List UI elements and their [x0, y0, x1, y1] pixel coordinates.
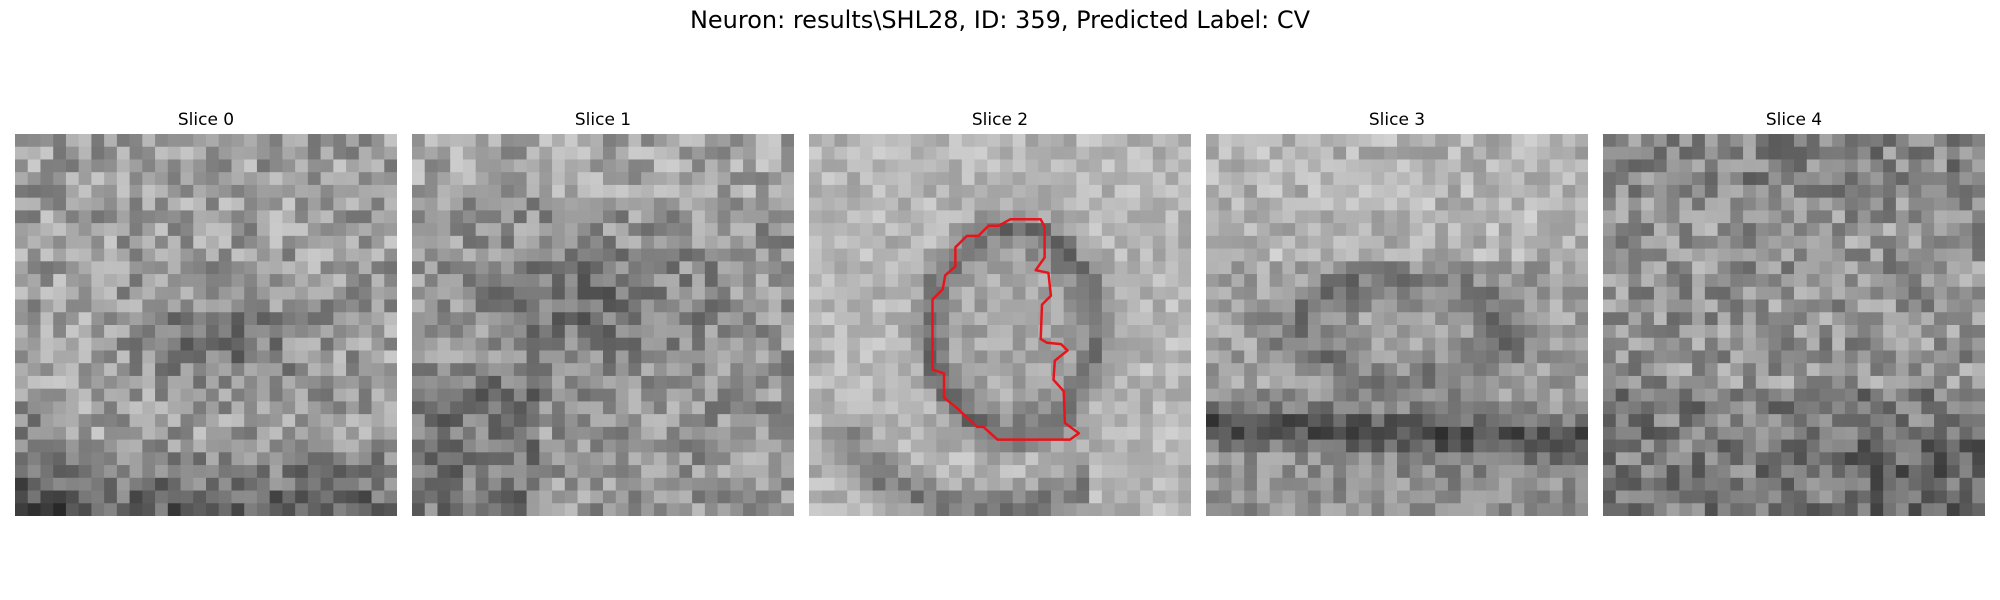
slice-panel-0: Slice 0	[15, 108, 397, 516]
slice-panel-2: Slice 2	[809, 108, 1191, 516]
slice-panel-3: Slice 3	[1206, 108, 1588, 516]
slice-image-1	[412, 134, 794, 516]
slice-image-2	[809, 134, 1191, 516]
figure-title: Neuron: results\SHL28, ID: 359, Predicte…	[689, 6, 1311, 34]
slice-image-4	[1603, 134, 1985, 516]
slice-title: Slice 0	[177, 110, 235, 130]
slice-title: Slice 4	[1765, 110, 1823, 130]
segmentation-contour	[931, 218, 1081, 441]
slice-image-3	[1206, 134, 1588, 516]
slice-title: Slice 2	[971, 110, 1029, 130]
slice-panel-4: Slice 4	[1603, 108, 1985, 516]
slice-title: Slice 1	[574, 110, 632, 130]
slice-panel-1: Slice 1	[412, 108, 794, 516]
slice-title: Slice 3	[1368, 110, 1426, 130]
slice-image-0	[15, 134, 397, 516]
